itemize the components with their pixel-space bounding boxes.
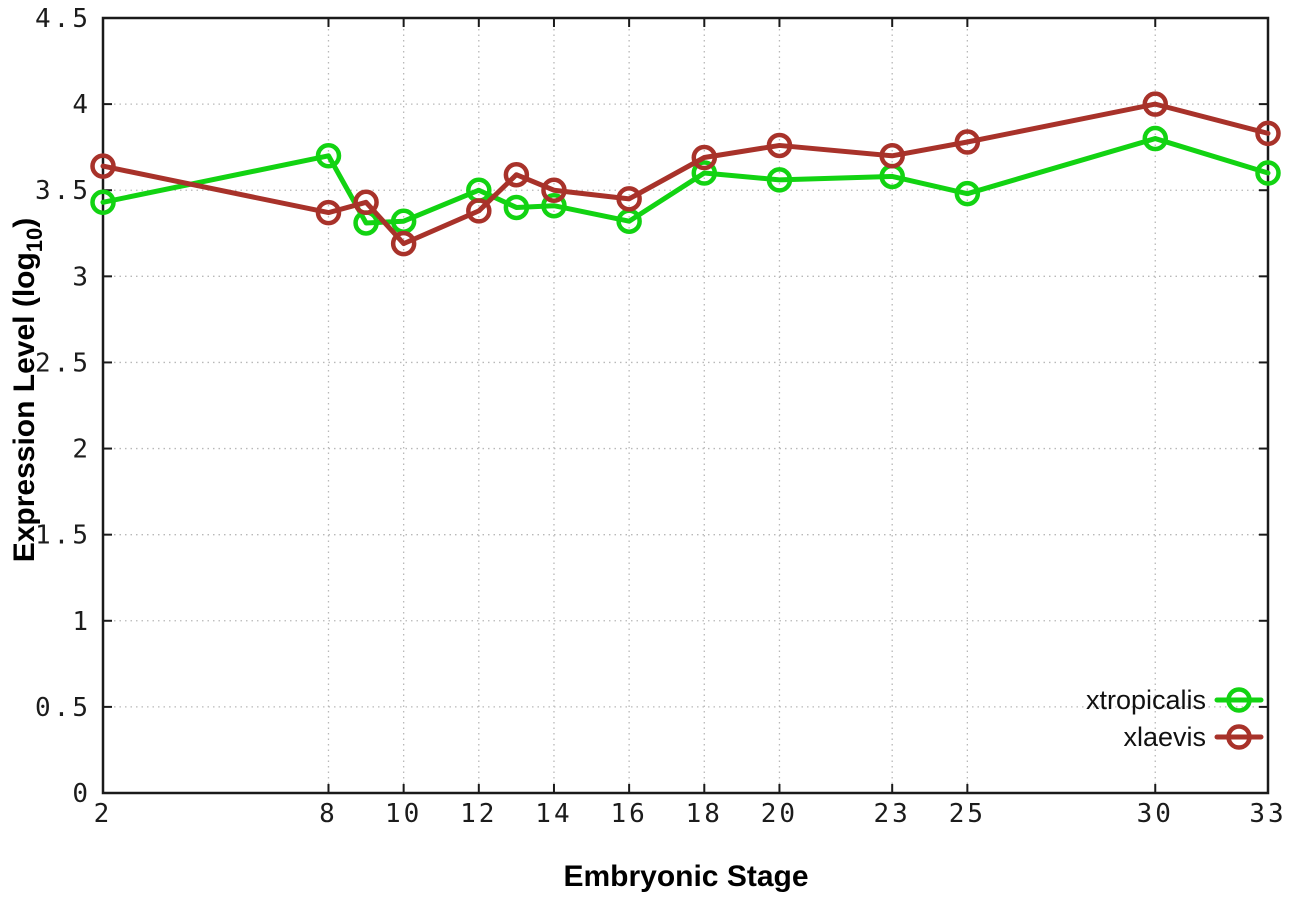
y-tick-label: 4.5 [35, 4, 91, 34]
data-point-marker-xlaevis [315, 199, 342, 226]
tick-label-layer: 0 0.5 1 1.5 2 2.5 3 3.5 4 4.5 2 8 10 12 14 16 18 20 23 25 30… [35, 4, 1286, 829]
x-tick-label: 30 [1137, 799, 1174, 829]
y-axis-title: Expression Level (log10) [8, 218, 47, 563]
y-tick-label: 2.5 [35, 348, 91, 378]
x-tick-label: 10 [385, 799, 422, 829]
data-point-marker-xtropicalis [503, 194, 530, 221]
y-tick-label: 1 [72, 607, 91, 637]
data-point-marker-xtropicalis [315, 143, 342, 169]
legend-markers [1214, 687, 1264, 750]
axis-layer [101, 16, 1270, 795]
data-point-marker-xlaevis [390, 230, 417, 257]
y-tick-label: 3 [72, 262, 91, 292]
data-point-marker-xlaevis [353, 189, 379, 216]
x-axis-title: Embryonic Stage [563, 860, 808, 893]
legend: xtropicalis xlaevis [1086, 685, 1264, 752]
series-line-xlaevis [100, 101, 1271, 247]
x-tick-label: 20 [761, 799, 798, 829]
x-tick-label: 2 [94, 799, 113, 829]
series-line-xtropicalis [100, 136, 1271, 226]
data-point-marker-xtropicalis [691, 160, 718, 186]
data-point-marker-xtropicalis [541, 192, 567, 219]
x-tick-label: 8 [319, 799, 338, 829]
data-point-marker-xtropicalis [954, 180, 981, 207]
data-point-marker-xlaevis [954, 129, 981, 155]
data-point-marker-xlaevis [1255, 120, 1281, 147]
y-tick-label: 3.5 [35, 176, 91, 206]
x-tick-label: 12 [460, 799, 497, 829]
y-tick-label: 4 [72, 90, 91, 120]
y-tick-label: 0.5 [35, 693, 91, 723]
plot-border [101, 16, 1270, 795]
data-point-marker-xlaevis [1142, 91, 1169, 117]
y-tick-label: 2 [72, 435, 91, 465]
x-tick-label: 33 [1249, 799, 1286, 829]
data-point-marker-xlaevis [466, 198, 492, 224]
x-tick-label: 16 [610, 799, 647, 829]
legend-label-xlaevis: xlaevis [1123, 722, 1206, 752]
data-point-marker-xlaevis [90, 153, 116, 179]
data-point-marker-xlaevis [541, 177, 567, 203]
legend-label-xtropicalis: xtropicalis [1086, 685, 1206, 715]
grid-layer [102, 17, 1269, 794]
x-tick-label: 18 [686, 799, 723, 829]
series-layer [90, 91, 1281, 257]
x-tick-label: 14 [535, 799, 572, 829]
legend-marker-point-xtropicalis [1226, 687, 1252, 713]
x-tick-label: 23 [874, 799, 911, 829]
data-point-marker-xlaevis [616, 186, 642, 212]
data-point-marker-xtropicalis [1142, 125, 1169, 152]
y-tick-label: 0 [72, 779, 91, 809]
data-point-marker-xlaevis [503, 161, 530, 188]
data-point-marker-xlaevis [879, 143, 905, 169]
data-point-marker-xtropicalis [90, 189, 116, 216]
legend-marker-point-xlaevis [1226, 724, 1252, 750]
data-point-marker-xlaevis [766, 132, 793, 159]
data-point-marker-xtropicalis [766, 167, 793, 193]
data-point-marker-xtropicalis [1255, 160, 1281, 186]
x-tick-label: 25 [949, 799, 986, 829]
data-point-marker-xlaevis [691, 144, 718, 171]
y-tick-label: 1.5 [35, 521, 91, 551]
